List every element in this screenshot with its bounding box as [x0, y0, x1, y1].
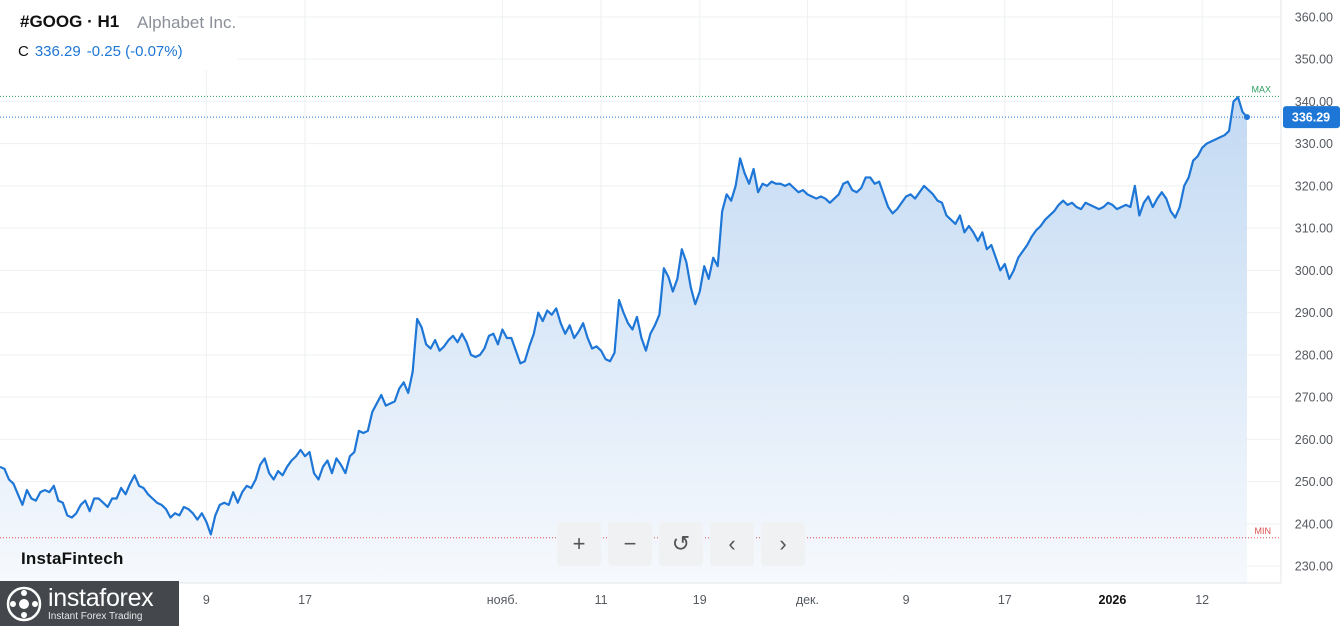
last-price-dot: [1244, 114, 1250, 121]
instaforex-logo[interactable]: instaforex Instant Forex Trading: [0, 581, 179, 626]
price-line: [0, 96, 1248, 536]
symbol-title: #GOOG · H1: [20, 12, 120, 31]
instafintech-watermark: InstaFintech: [21, 549, 124, 568]
scroll-right-button[interactable]: ›: [761, 522, 805, 566]
price-change: -0.25 (-0.07%): [86, 43, 183, 60]
max-label: MAX: [1251, 84, 1271, 94]
x-tick-label: нояб.: [487, 593, 518, 607]
x-tick-label: 17: [298, 593, 312, 607]
logo-name: instaforex: [48, 584, 154, 612]
y-tick-label: 260.00: [1295, 433, 1333, 447]
min-label: MIN: [1255, 526, 1272, 536]
zoom-out-button[interactable]: −: [608, 522, 652, 566]
symbol-header: #GOOG · H1 Alphabet Inc. C 336.29 -0.25 (-…: [0, 0, 238, 70]
y-tick-label: 300.00: [1295, 264, 1333, 278]
price-area-fill: [0, 97, 1247, 584]
y-tick-label: 290.00: [1295, 306, 1333, 320]
x-tick-label: 17: [998, 593, 1012, 607]
x-tick-label: 9: [903, 593, 910, 607]
x-tick-label: 12: [1195, 593, 1209, 607]
y-tick-label: 340.00: [1295, 95, 1333, 109]
y-tick-label: 270.00: [1295, 391, 1333, 405]
x-tick-label: 9: [203, 593, 210, 607]
company-name: Alphabet Inc.: [137, 13, 237, 32]
x-tick-label: дек.: [796, 593, 819, 607]
x-tick-label: 19: [693, 593, 707, 607]
y-tick-label: 280.00: [1295, 348, 1333, 362]
y-tick-label: 230.00: [1295, 560, 1333, 574]
zoom-in-button[interactable]: +: [557, 522, 601, 566]
reset-zoom-button[interactable]: ↺: [659, 522, 703, 566]
y-tick-label: 350.00: [1295, 53, 1333, 67]
y-tick-label: 250.00: [1295, 475, 1333, 489]
instaforex-logo-icon: [6, 586, 42, 622]
svg-text:336.29: 336.29: [1292, 111, 1330, 125]
chart-controls: + − ↺ ‹ ›: [557, 522, 805, 566]
close-readout: C 336.29 -0.25 (-0.07%): [18, 43, 183, 60]
y-axis: 360.00 350.00 340.00 330.00 320.00 310.00 300.…: [1295, 10, 1333, 573]
last-price-tag: 336.29: [1283, 106, 1340, 129]
y-tick-label: 330.00: [1295, 137, 1333, 151]
close-label: C: [18, 43, 29, 60]
y-tick-label: 240.00: [1295, 517, 1333, 531]
logo-tagline: Instant Forex Trading: [48, 611, 143, 622]
x-tick-label: 2026: [1099, 593, 1127, 607]
scroll-left-button[interactable]: ‹: [710, 522, 754, 566]
y-tick-label: 310.00: [1295, 222, 1333, 236]
y-tick-label: 360.00: [1295, 10, 1333, 24]
x-axis: 9 17 нояб. 11 19 дек. 9 17 2026 12: [203, 593, 1209, 607]
close-value: 336.29: [34, 43, 81, 60]
x-tick-label: 11: [595, 593, 608, 607]
y-tick-label: 320.00: [1295, 179, 1333, 193]
